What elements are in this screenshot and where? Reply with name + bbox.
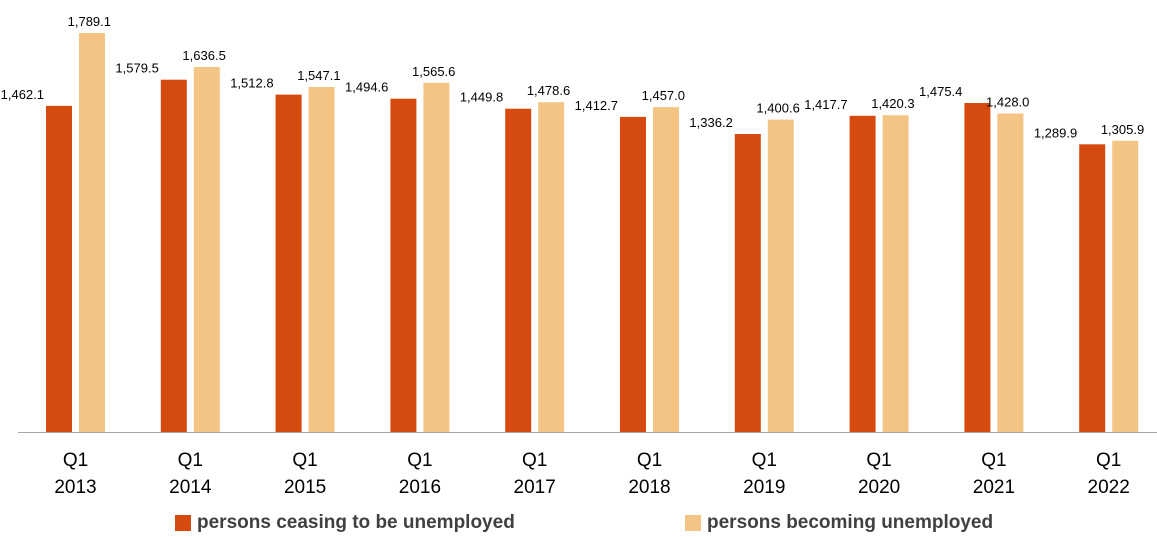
bar-becoming-8 [997, 113, 1024, 432]
legend-label-becoming: persons becoming unemployed [707, 512, 994, 533]
x-tick-label-1: Q1 2014 [169, 450, 212, 498]
x-tick-label-line: Q1 [981, 450, 1006, 471]
bar-ceasing-2 [275, 94, 302, 432]
bar-ceasing-3 [390, 98, 417, 432]
value-label-ceasing-4: 1,449.8 [460, 90, 503, 105]
legend-swatch-ceasing [175, 515, 191, 531]
x-tick-label-line: 2014 [169, 477, 212, 498]
value-label-ceasing-9: 1,289.9 [1034, 125, 1077, 140]
value-label-ceasing-6: 1,336.2 [689, 115, 732, 130]
x-tick-label-line: 2013 [54, 477, 96, 498]
legend: persons ceasing to be unemployed persons… [0, 512, 1157, 536]
bar-ceasing-4 [505, 108, 532, 432]
value-label-becoming-1: 1,636.5 [182, 48, 225, 63]
x-tick-label-line: Q1 [63, 450, 88, 471]
legend-swatch-becoming [685, 515, 701, 531]
bar-becoming-0 [79, 33, 105, 432]
x-tick-label-line: 2015 [284, 477, 326, 498]
x-tick-label-line: 2018 [628, 477, 670, 498]
x-tick-label-2: Q1 2015 [284, 450, 326, 498]
value-label-becoming-3: 1,565.6 [412, 64, 455, 79]
x-tick-label-0: Q1 2013 [54, 450, 96, 498]
x-tick-label-line: Q1 [292, 450, 317, 471]
value-label-becoming-7: 1,420.3 [871, 96, 914, 111]
x-tick-label-9: Q1 2022 [1088, 450, 1130, 498]
x-tick-label-5: Q1 2018 [628, 450, 670, 498]
bar-ceasing-5 [620, 116, 646, 433]
value-label-ceasing-7: 1,417.7 [804, 97, 847, 112]
x-tick-label-line: Q1 [752, 450, 777, 471]
value-label-becoming-0: 1,789.1 [68, 14, 111, 29]
x-tick-label-line: Q1 [178, 450, 203, 471]
bar-ceasing-7 [849, 115, 876, 433]
bar-ceasing-8 [964, 103, 991, 432]
x-tick-label-line: Q1 [866, 450, 891, 471]
x-tick-label-line: 2022 [1088, 477, 1130, 498]
legend-label-ceasing: persons ceasing to be unemployed [197, 512, 515, 533]
value-label-becoming-4: 1,478.6 [527, 83, 570, 98]
bar-becoming-1 [193, 67, 220, 432]
bar-ceasing-1 [160, 79, 187, 432]
bars-layer [46, 33, 1139, 433]
bar-ceasing-6 [734, 134, 761, 432]
value-label-ceasing-2: 1,512.8 [230, 76, 273, 91]
value-label-ceasing-8: 1,475.4 [919, 84, 962, 99]
x-tick-label-4: Q1 2017 [514, 450, 556, 498]
x-tick-label-7: Q1 2020 [858, 450, 900, 498]
value-label-ceasing-3: 1,494.6 [345, 80, 388, 95]
value-label-ceasing-1: 1,579.5 [115, 61, 158, 76]
bar-becoming-2 [308, 87, 335, 432]
value-label-ceasing-5: 1,412.7 [575, 98, 618, 113]
value-label-becoming-6: 1,400.6 [756, 101, 799, 116]
value-label-becoming-8: 1,428.0 [986, 95, 1029, 110]
x-tick-label-line: Q1 [407, 450, 432, 471]
legend-item-ceasing: persons ceasing to be unemployed [175, 512, 515, 534]
bar-becoming-7 [882, 115, 909, 432]
bar-chart: 1,462.1 1,579.5 1,512.8 1,494.6 1,449.8 1,412… [1, 14, 1157, 498]
x-tick-label-line: Q1 [522, 450, 547, 471]
value-labels-layer: 1,462.1 1,579.5 1,512.8 1,494.6 1,449.8 1,412… [1, 14, 1145, 140]
x-tick-labels-layer: Q1 2013 Q1 2014 Q1 2015 Q1 2016 Q1 2017 Q1 2018 Q1 20… [54, 450, 1129, 498]
value-label-becoming-5: 1,457.0 [642, 88, 685, 103]
value-label-ceasing-0: 1,462.1 [1, 87, 44, 102]
x-tick-label-line: 2021 [973, 477, 1015, 498]
bar-becoming-3 [423, 82, 450, 433]
x-tick-label-line: 2017 [514, 477, 556, 498]
x-tick-label-line: 2016 [399, 477, 441, 498]
bar-ceasing-0 [46, 105, 72, 433]
x-tick-label-6: Q1 2019 [743, 450, 785, 498]
x-tick-label-line: Q1 [1096, 450, 1121, 471]
x-tick-label-line: Q1 [637, 450, 662, 471]
value-label-becoming-2: 1,547.1 [297, 68, 340, 83]
x-tick-label-line: 2020 [858, 477, 900, 498]
value-label-becoming-9: 1,305.9 [1101, 122, 1144, 137]
bar-becoming-6 [767, 119, 794, 432]
x-tick-label-8: Q1 2021 [973, 450, 1015, 498]
bar-ceasing-9 [1079, 144, 1106, 433]
legend-item-becoming: persons becoming unemployed [685, 512, 993, 534]
x-tick-label-line: 2019 [743, 477, 785, 498]
bar-becoming-5 [653, 107, 679, 432]
bar-becoming-4 [538, 102, 565, 432]
bar-becoming-9 [1112, 140, 1139, 433]
x-tick-label-3: Q1 2016 [399, 450, 441, 498]
